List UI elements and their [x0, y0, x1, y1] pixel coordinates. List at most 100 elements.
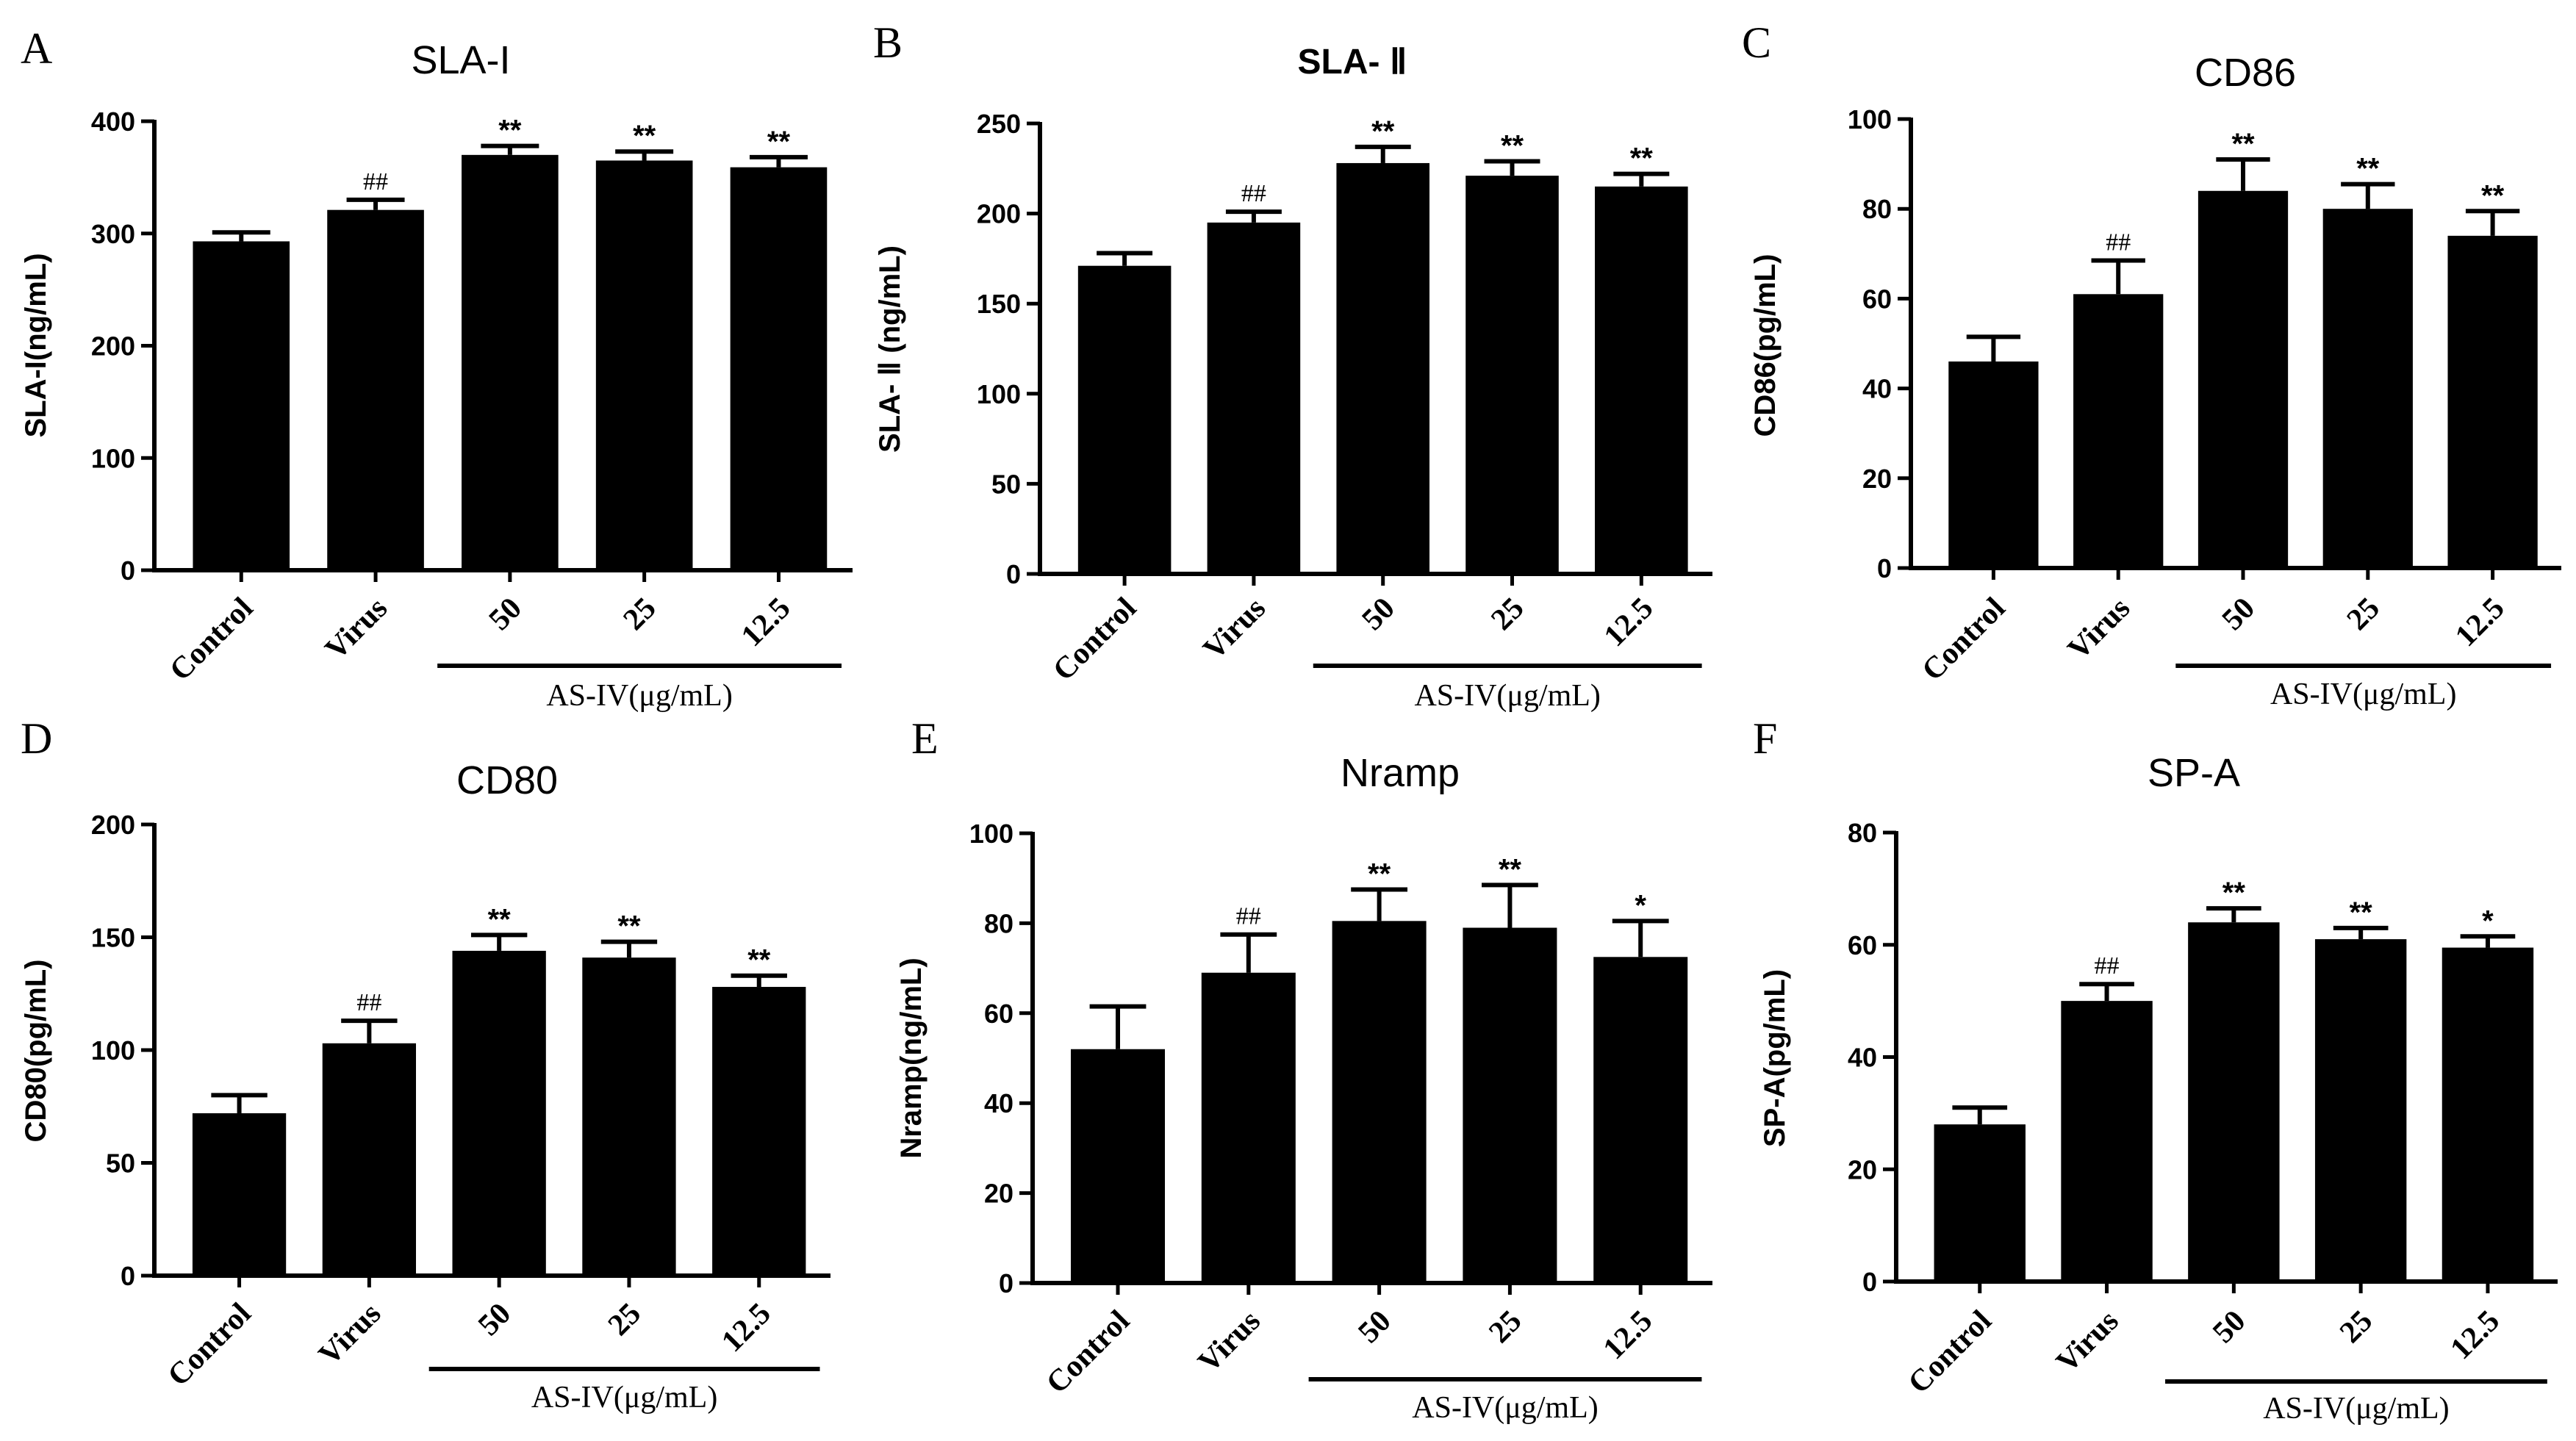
significance-label: **: [2222, 877, 2246, 909]
y-tick-label: 80: [1848, 818, 1877, 848]
y-axis-label: Nramp(ng/mL): [895, 957, 928, 1158]
y-axis-label: SP-A(pg/mL): [1759, 969, 1791, 1147]
bar: [327, 209, 424, 570]
y-tick-label: 200: [91, 810, 135, 840]
y-axis-label: SLA- Ⅱ (ng/mL): [874, 245, 906, 453]
significance-label: **: [2350, 896, 2373, 929]
significance-label: **: [1371, 115, 1395, 148]
bar: [322, 1043, 417, 1276]
x-category-label: 25: [2333, 1304, 2379, 1350]
panel-f: F SP-A SP-A(pg/mL) 0 20 40 60 80 Control ## Virus *…: [1753, 714, 2558, 1426]
bar: [1336, 162, 1429, 575]
bar: [2447, 235, 2538, 568]
y-tick-label: 0: [999, 1268, 1013, 1298]
bar: [2061, 1001, 2153, 1282]
x-category-label: 50: [2206, 1304, 2252, 1350]
x-category-label: 25: [2341, 592, 2386, 637]
y-tick-label: 60: [1862, 284, 1892, 314]
y-tick-label: 100: [91, 443, 135, 473]
y-tick-label: 200: [91, 331, 135, 362]
group-label: AS-IV(μg/mL): [546, 679, 732, 713]
y-axis-label: SLA-I(ng/mL): [20, 253, 52, 437]
panel-letter: A: [21, 24, 52, 73]
y-tick-label: 400: [91, 107, 135, 137]
chart-title: CD80: [456, 758, 558, 802]
significance-label: ##: [2106, 229, 2131, 256]
y-tick-label: 20: [984, 1179, 1013, 1209]
chart-title: SLA-I: [411, 38, 510, 82]
y-tick-label: 20: [1848, 1154, 1877, 1185]
chart-title: CD86: [2195, 51, 2296, 95]
x-category-label: Virus: [1197, 592, 1272, 666]
x-category-label: 12.5: [735, 592, 797, 653]
bar: [2198, 190, 2289, 568]
panel-letter: D: [21, 714, 52, 763]
x-category-label: 25: [617, 592, 663, 637]
significance-label: **: [1630, 143, 1654, 175]
panel-letter: C: [1742, 18, 1771, 67]
bar: [595, 160, 693, 570]
x-category-label: Control: [162, 1297, 258, 1393]
x-category-label: 25: [1482, 1304, 1528, 1350]
y-tick-label: 0: [121, 556, 135, 586]
bar: [730, 167, 828, 570]
y-tick-label: 60: [984, 999, 1013, 1029]
significance-label: **: [2481, 179, 2505, 212]
significance-label: **: [2356, 153, 2380, 185]
x-category-label: 12.5: [1598, 592, 1660, 653]
bar: [1593, 957, 1688, 1283]
y-tick-label: 40: [984, 1088, 1013, 1118]
bar: [582, 957, 676, 1276]
x-category-label: 12.5: [1597, 1304, 1659, 1366]
panel-letter: E: [911, 714, 939, 763]
bar: [1934, 1124, 2026, 1282]
group-label: AS-IV(μg/mL): [2263, 1392, 2449, 1426]
y-tick-label: 40: [1848, 1043, 1877, 1073]
x-category-label: 50: [472, 1297, 517, 1343]
chart-title: Nramp: [1341, 751, 1460, 795]
bar: [2442, 947, 2534, 1282]
significance-label: **: [498, 115, 522, 147]
x-category-label: 50: [2216, 592, 2261, 637]
group-label: AS-IV(μg/mL): [531, 1381, 717, 1415]
significance-label: **: [767, 126, 791, 158]
bar: [1207, 222, 1301, 574]
bar: [1595, 186, 1688, 574]
significance-label: ##: [2095, 952, 2120, 980]
bar: [1332, 921, 1427, 1283]
significance-label: **: [1368, 858, 1391, 891]
y-tick-label: 150: [91, 923, 135, 953]
x-category-label: Control: [1916, 592, 2012, 688]
bar: [1201, 972, 1296, 1283]
panel-letter: F: [1753, 714, 1777, 763]
bar: [2322, 209, 2413, 568]
group-label: AS-IV(μg/mL): [2270, 678, 2456, 711]
x-category-label: Control: [1040, 1304, 1136, 1401]
bar: [193, 241, 290, 570]
y-tick-label: 40: [1862, 374, 1892, 404]
chart-title: SP-A: [2148, 751, 2240, 795]
panel-d: D CD80 CD80(pg/mL) 0 50 100 150 200 Control ## Vir…: [20, 714, 830, 1415]
bar: [1463, 927, 1557, 1283]
bar: [1071, 1049, 1166, 1283]
significance-label: **: [747, 944, 771, 977]
y-tick-label: 200: [977, 199, 1021, 229]
y-tick-label: 300: [91, 219, 135, 249]
panel-c: C CD86 CD86(pg/mL) 0 20 40 60 80 100 Control ## Vir…: [1742, 18, 2561, 711]
y-tick-label: 60: [1848, 930, 1877, 960]
bar: [1465, 176, 1559, 574]
significance-label: **: [488, 903, 512, 935]
group-label: AS-IV(μg/mL): [1414, 679, 1600, 713]
x-category-label: 25: [602, 1297, 647, 1343]
y-tick-label: 0: [1877, 553, 1892, 583]
y-tick-label: 150: [977, 289, 1021, 319]
significance-label: *: [2482, 905, 2494, 937]
x-category-label: Control: [1902, 1304, 1998, 1401]
x-category-label: Virus: [319, 592, 394, 666]
x-category-label: 50: [1352, 1304, 1397, 1350]
chart-title: SLA- Ⅱ: [1298, 43, 1407, 82]
y-tick-label: 50: [106, 1149, 135, 1179]
y-tick-label: 50: [991, 469, 1021, 499]
bar: [2314, 939, 2407, 1282]
